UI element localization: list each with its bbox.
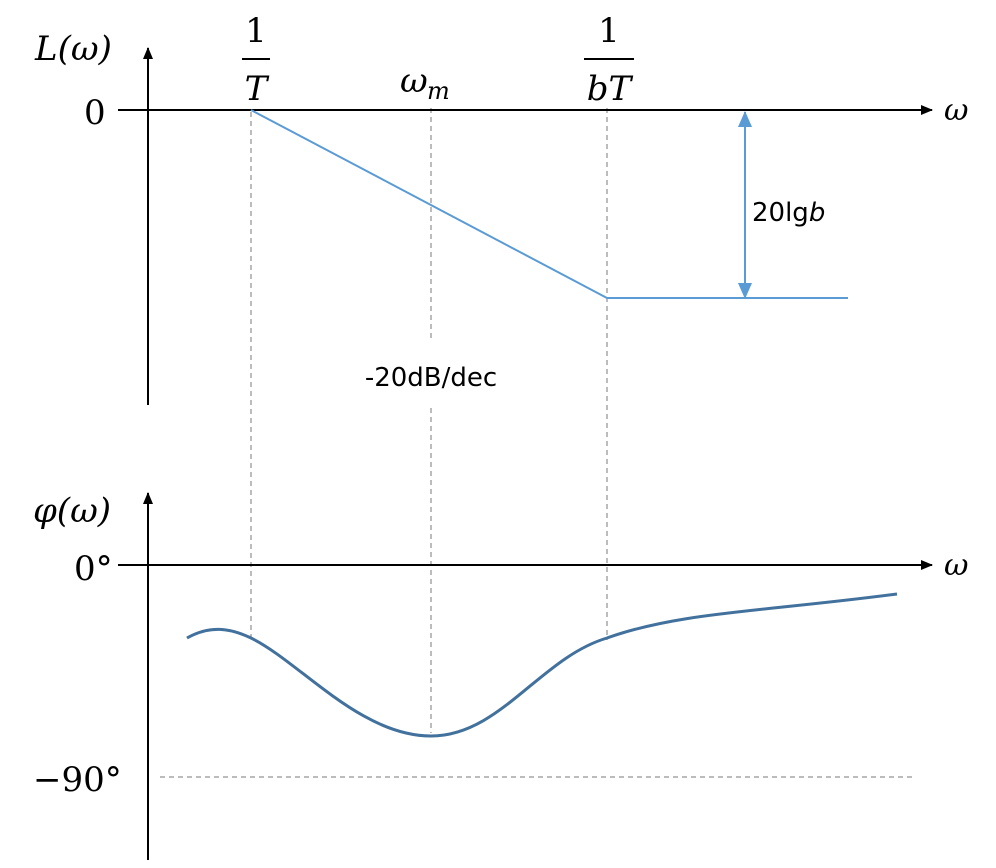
magnitude-plot: L(ω) ω 0 1 T ω m 1 bT -20dB/dec 20lgb [34,11,968,733]
break2-numerator: 1 [598,11,620,51]
break2-fraction: 1 bT [584,11,634,109]
phase-plot: φ(ω) ω 0° −90° [33,491,968,860]
break2-denominator: bT [587,69,634,109]
magnitude-y-label: L(ω) [34,29,112,69]
center-frequency-symbol: ω [400,61,428,101]
gap-label-prefix: 20lg [752,198,809,228]
magnitude-x-label: ω [944,93,968,128]
magnitude-zero-tick: 0 [84,93,106,133]
break1-fraction: 1 T [242,11,270,109]
break1-denominator: T [245,69,270,109]
phase-y-label: φ(ω) [33,491,111,531]
phase-curve [186,592,898,738]
phase-x-label: ω [944,548,968,583]
magnitude-curve [250,109,848,299]
slope-label: -20dB/dec [365,363,497,393]
phase-min-tick: −90° [33,760,122,800]
gap-label: 20lgb [752,198,825,228]
center-frequency-subscript: m [427,77,450,105]
break1-numerator: 1 [245,11,267,51]
gap-label-variable: b [809,198,826,228]
center-frequency-label: ω m [400,61,450,105]
phase-zero-tick: 0° [74,549,113,589]
